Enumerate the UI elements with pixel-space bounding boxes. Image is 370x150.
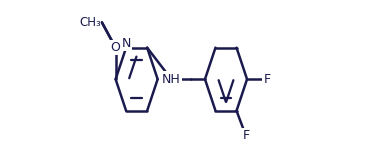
Text: F: F [242, 129, 249, 142]
Text: CH₃: CH₃ [79, 16, 101, 29]
Text: N: N [121, 37, 131, 50]
Text: O: O [111, 41, 121, 54]
Text: NH: NH [162, 73, 181, 86]
Text: F: F [263, 73, 270, 86]
